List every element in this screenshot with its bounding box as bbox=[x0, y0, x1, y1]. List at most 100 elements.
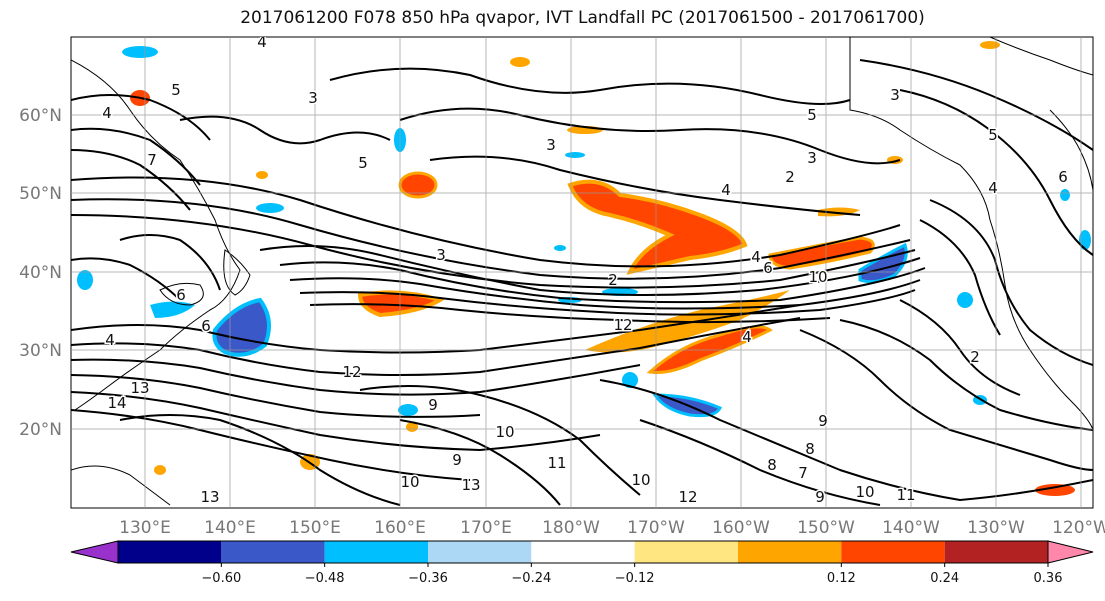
colorbar-segment bbox=[118, 541, 222, 563]
colorbar-segment bbox=[221, 541, 325, 563]
contour-label: 10 bbox=[808, 268, 827, 286]
contour-label: 6 bbox=[763, 259, 773, 277]
lon-label: 160°W bbox=[712, 518, 770, 538]
colorbar-tick-label: −0.12 bbox=[615, 571, 655, 586]
contour-label: 9 bbox=[452, 451, 462, 469]
contour-label: 5 bbox=[171, 81, 181, 99]
contour-label: 4 bbox=[751, 248, 761, 266]
anomaly-patch bbox=[256, 203, 284, 213]
contour-label: 14 bbox=[107, 394, 126, 412]
colorbar-extension-high bbox=[1047, 540, 1094, 564]
contour-label: 4 bbox=[742, 328, 752, 346]
lat-label: 40°N bbox=[19, 263, 62, 283]
anomaly-patch bbox=[150, 301, 195, 318]
contour-label: 11 bbox=[896, 486, 915, 504]
lat-label: 60°N bbox=[19, 106, 62, 126]
contour-label: 4 bbox=[257, 33, 267, 51]
contour-label: 8 bbox=[805, 440, 815, 458]
anomaly-patch bbox=[154, 465, 166, 475]
contour-label: 12 bbox=[678, 488, 697, 506]
contour-label: 2 bbox=[608, 271, 618, 289]
lon-label: 140°E bbox=[204, 518, 256, 538]
contour-label: 9 bbox=[428, 396, 438, 414]
anomaly-patch bbox=[77, 270, 93, 290]
contour-label: 7 bbox=[147, 151, 157, 169]
latitude-labels: 60°N 50°N 40°N 30°N 20°N bbox=[19, 106, 62, 440]
contour-label: 5 bbox=[807, 106, 817, 124]
lon-label: 170°E bbox=[460, 518, 512, 538]
longitude-labels: 130°E 140°E 150°E 160°E 170°E 180°W 170°… bbox=[119, 518, 1105, 538]
anomaly-patch bbox=[565, 152, 585, 158]
contour-label: 10 bbox=[855, 483, 874, 501]
contour-label: 8 bbox=[767, 456, 777, 474]
colorbar-tick-label: −0.24 bbox=[511, 571, 551, 586]
lon-label: 120°W bbox=[1052, 518, 1105, 538]
contour-label: 3 bbox=[308, 89, 318, 107]
colorbar-segment bbox=[428, 541, 532, 563]
contour-label: 4 bbox=[102, 104, 112, 122]
contour-label: 13 bbox=[200, 488, 219, 506]
lon-label: 130°E bbox=[119, 518, 171, 538]
colorbar-tick-label: 0.36 bbox=[1034, 571, 1063, 586]
colorbar-tick-label: 0.24 bbox=[930, 571, 959, 586]
contour-label: 4 bbox=[721, 181, 731, 199]
lon-label: 130°W bbox=[967, 518, 1025, 538]
contour-label: 3 bbox=[807, 149, 817, 167]
contour-label: 2 bbox=[970, 348, 980, 366]
anomaly-patch bbox=[567, 179, 748, 275]
colorbar-segment bbox=[944, 541, 1048, 563]
contour-label: 11 bbox=[547, 454, 566, 472]
graticule bbox=[71, 37, 1093, 508]
contour-label: 6 bbox=[176, 286, 186, 304]
colorbar-segment bbox=[738, 541, 842, 563]
anomaly-patch bbox=[1060, 189, 1070, 201]
lon-label: 160°E bbox=[374, 518, 426, 538]
anomaly-patch bbox=[1035, 484, 1075, 496]
colorbar-tick-label: −0.48 bbox=[305, 571, 345, 586]
anomaly-patch bbox=[980, 41, 1000, 49]
anomaly-patch bbox=[398, 404, 418, 416]
colorbar-tick-label: −0.36 bbox=[408, 571, 448, 586]
lat-label: 50°N bbox=[19, 184, 62, 204]
contour-label: 3 bbox=[546, 136, 556, 154]
contour-label: 9 bbox=[818, 412, 828, 430]
contour-label: 6 bbox=[201, 317, 211, 335]
colorbar-segment bbox=[324, 541, 428, 563]
contour-label: 3 bbox=[890, 86, 900, 104]
lon-label: 170°W bbox=[627, 518, 685, 538]
contour-label: 10 bbox=[631, 471, 650, 489]
lon-label: 150°E bbox=[289, 518, 341, 538]
contour-label: 10 bbox=[400, 473, 419, 491]
lon-label: 150°W bbox=[797, 518, 855, 538]
colorbar-extension-low bbox=[70, 540, 119, 564]
colorbar-tick-label: −0.60 bbox=[201, 571, 241, 586]
contour-label: 2 bbox=[785, 168, 795, 186]
colorbar-segment bbox=[531, 541, 635, 563]
colorbar bbox=[70, 540, 1094, 564]
lat-label: 20°N bbox=[19, 420, 62, 440]
contour-label: 5 bbox=[358, 154, 368, 172]
shaded-anomaly-layer bbox=[77, 41, 1091, 496]
contour-label: 10 bbox=[495, 423, 514, 441]
contour-label: 4 bbox=[105, 331, 115, 349]
contour-label: 13 bbox=[461, 476, 480, 494]
lon-label: 140°W bbox=[882, 518, 940, 538]
contour-label: 12 bbox=[613, 316, 632, 334]
anomaly-patch bbox=[622, 372, 638, 388]
contour-label: 5 bbox=[988, 126, 998, 144]
contour-label: 9 bbox=[815, 488, 825, 506]
contour-label: 7 bbox=[798, 464, 808, 482]
colorbar-segment bbox=[634, 541, 738, 563]
lon-label: 180°W bbox=[542, 518, 600, 538]
colorbar-segment bbox=[841, 541, 945, 563]
contour-label: 6 bbox=[1058, 168, 1068, 186]
anomaly-patch bbox=[818, 207, 860, 217]
coastline-layer bbox=[71, 37, 1093, 506]
map-title: 2017061200 F078 850 hPa qvapor, IVT Land… bbox=[240, 8, 925, 28]
anomaly-patch bbox=[554, 245, 566, 251]
anomaly-patch bbox=[510, 57, 530, 67]
colorbar-outline bbox=[117, 540, 1049, 564]
anomaly-patch bbox=[122, 46, 158, 58]
colorbar-ticks: −0.60−0.48−0.36−0.24−0.120.120.240.360.4… bbox=[201, 563, 1063, 586]
